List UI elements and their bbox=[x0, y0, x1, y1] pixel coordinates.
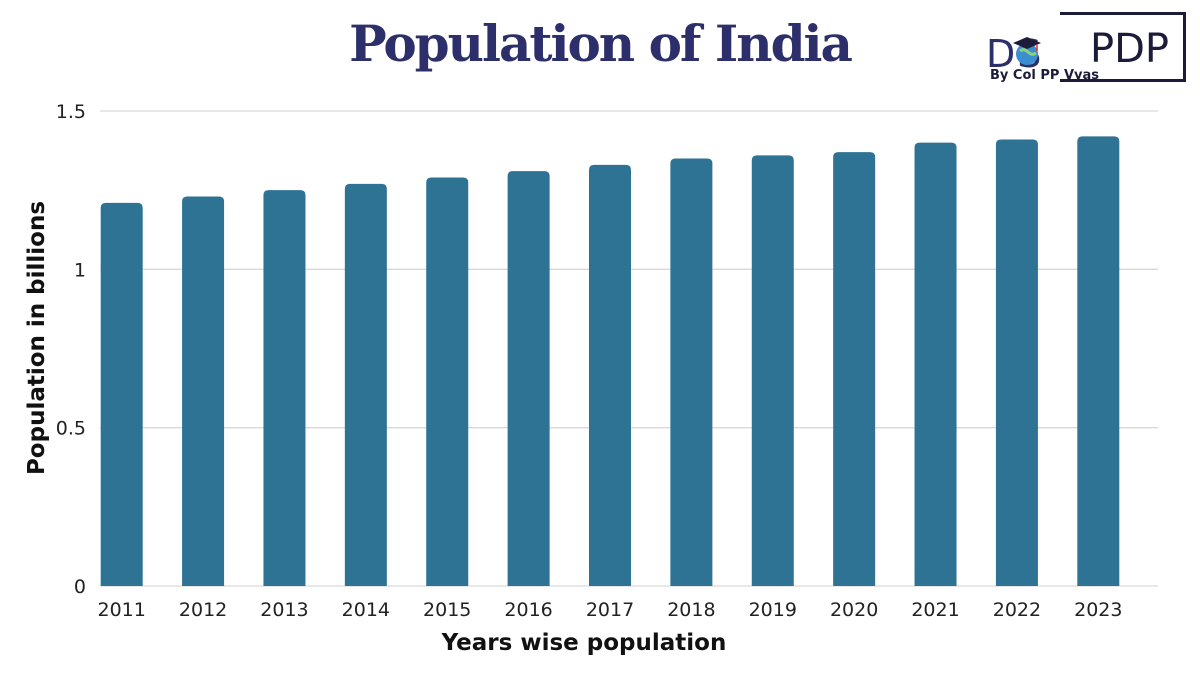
x-tick-label: 2023 bbox=[1074, 599, 1122, 621]
brand-logo: DS PDP By Col PP Vyas bbox=[980, 10, 1195, 90]
bar-2016 bbox=[507, 171, 550, 586]
graduation-globe-icon bbox=[1013, 37, 1041, 65]
y-tick-label: 0 bbox=[74, 576, 86, 598]
x-tick-label: 2018 bbox=[667, 599, 715, 621]
bar-2017 bbox=[589, 164, 631, 587]
x-tick-label: 2017 bbox=[586, 599, 634, 621]
bar-2022 bbox=[995, 139, 1038, 586]
logo-pdp-box bbox=[1060, 12, 1186, 82]
bar-2012 bbox=[182, 196, 225, 586]
bar-2023 bbox=[1077, 136, 1120, 587]
bars bbox=[100, 136, 1120, 587]
bar-2018 bbox=[670, 158, 713, 586]
x-tick-label: 2022 bbox=[993, 599, 1041, 621]
y-tick-label: 1.5 bbox=[56, 101, 86, 123]
x-tick-label: 2012 bbox=[179, 599, 227, 621]
x-axis-title: Years wise population bbox=[441, 630, 727, 656]
x-tick-label: 2020 bbox=[830, 599, 878, 621]
bar-2020 bbox=[833, 152, 876, 586]
x-tick-label: 2019 bbox=[749, 599, 797, 621]
x-tick-label: 2013 bbox=[260, 599, 308, 621]
x-tick-label: 2021 bbox=[911, 599, 959, 621]
chart-title: Population of India bbox=[349, 14, 853, 73]
logo-pdp-text: PDP bbox=[1090, 26, 1170, 72]
y-tick-label: 1 bbox=[74, 259, 86, 281]
x-tick-label: 2016 bbox=[504, 599, 552, 621]
x-axis-ticks: 2011 2012 2013 2014 2015 2016 2017 2018 2019 2020… bbox=[98, 599, 1123, 621]
x-tick-label: 2011 bbox=[98, 599, 146, 621]
y-axis-ticks: 0 0.5 1 1.5 bbox=[56, 101, 86, 598]
x-tick-label: 2014 bbox=[342, 599, 390, 621]
y-tick-label: 0.5 bbox=[56, 418, 86, 440]
x-tick-label: 2015 bbox=[423, 599, 471, 621]
bar-2013 bbox=[263, 190, 306, 586]
bar-2021 bbox=[914, 142, 957, 586]
logo-byline: By Col PP Vyas bbox=[990, 68, 1099, 83]
bar-2014 bbox=[344, 183, 387, 587]
bar-2011 bbox=[100, 202, 143, 587]
y-axis-title: Population in billions bbox=[24, 201, 50, 475]
bar-2015 bbox=[426, 177, 469, 586]
bar-2019 bbox=[751, 155, 794, 587]
